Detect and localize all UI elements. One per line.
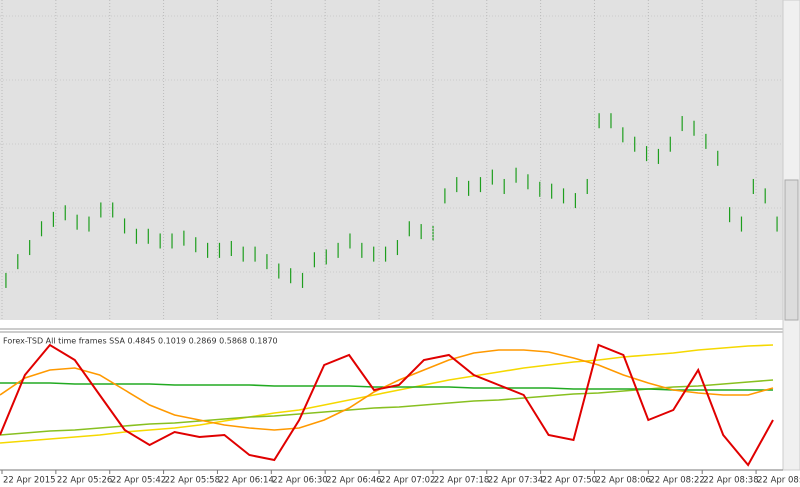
x-tick-label: 22 Apr 08:22 — [649, 476, 704, 486]
spacer — [0, 320, 783, 328]
indicator-line — [0, 343, 774, 467]
x-tick-label: 22 Apr 07:50 — [542, 476, 597, 486]
x-tick-label: 22 Apr 07:18 — [434, 476, 489, 486]
x-tick-label: 22 Apr 06:14 — [218, 476, 273, 486]
indicator-line — [0, 349, 774, 431]
x-tick-label: 22 Apr 06:46 — [326, 476, 381, 486]
x-tick-label: 22 Apr 2015 — [3, 476, 56, 486]
x-tick-label: 22 Apr 06:30 — [272, 476, 327, 486]
indicator-title: Forex-TSD All time frames SSA 0.4845 0.1… — [3, 337, 278, 346]
price-plot-area — [0, 0, 783, 320]
x-tick-label: 22 Apr 07:34 — [488, 476, 543, 486]
x-tick-label: 22 Apr 05:58 — [165, 476, 220, 486]
x-tick-label: 22 Apr 05:42 — [111, 476, 166, 486]
x-tick-label: 22 Apr 07:02 — [380, 476, 435, 486]
indicator-line — [0, 344, 774, 444]
x-tick-label: 22 Apr 05:26 — [57, 476, 112, 486]
x-tick-label: 22 Apr 08:06 — [595, 476, 650, 486]
scroll-thumb[interactable] — [784, 179, 799, 321]
x-tick-label: 22 Apr 08:54 — [757, 476, 800, 486]
x-tick-label: 22 Apr 08:38 — [703, 476, 758, 486]
